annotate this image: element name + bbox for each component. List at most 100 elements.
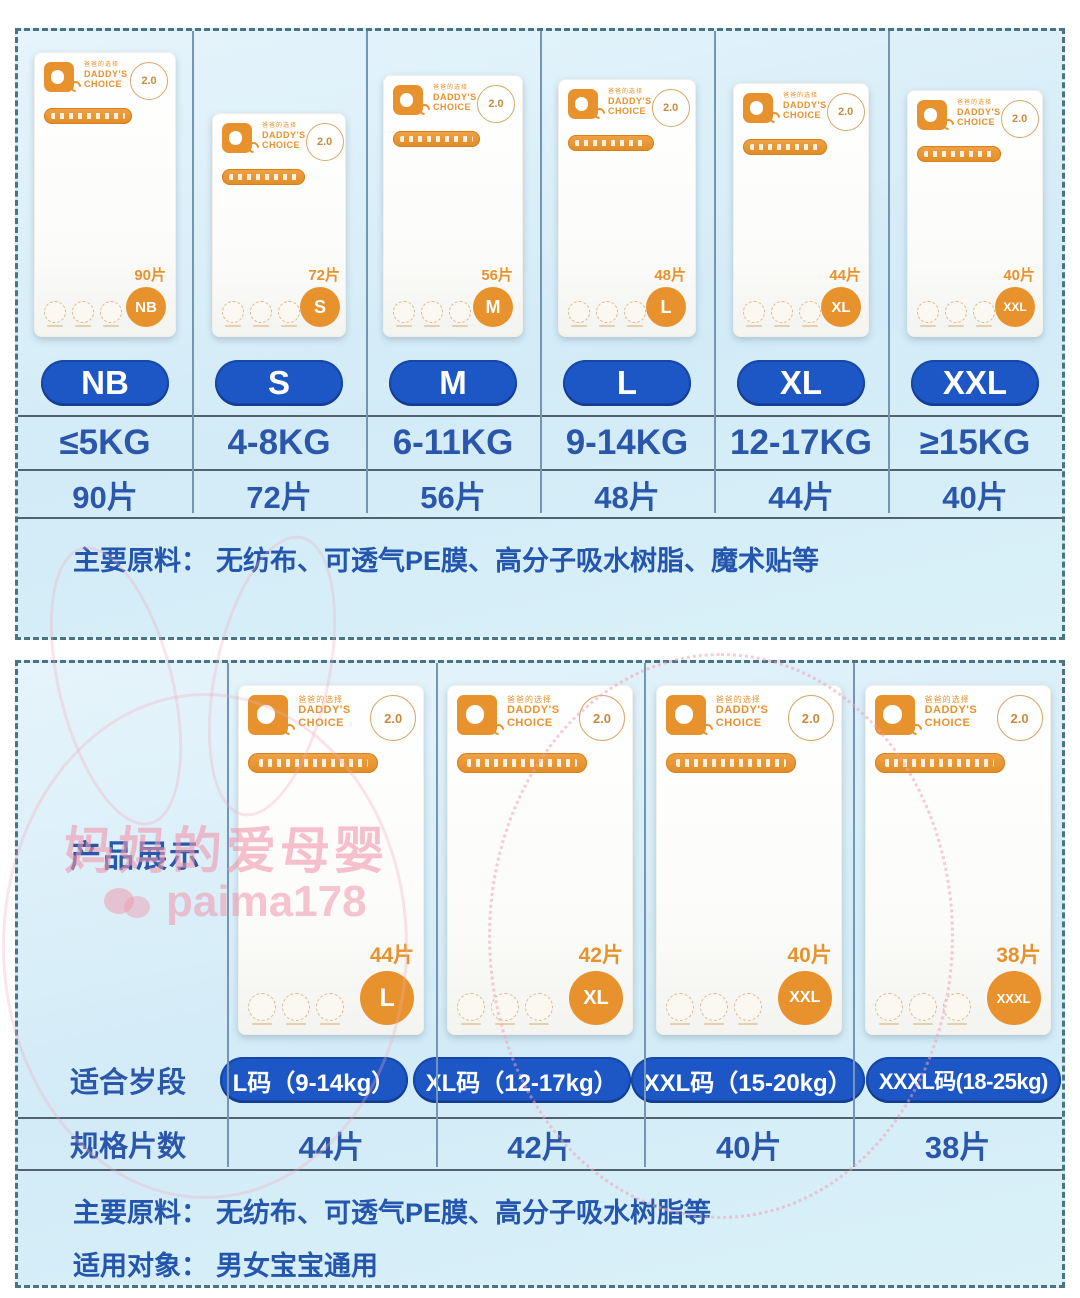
size-circle: XL: [568, 971, 623, 1025]
target-label: 适用对象：: [73, 1251, 208, 1281]
version-badge: 2.0: [787, 695, 834, 741]
daddys-choice-logo-icon: [44, 62, 74, 92]
diaper-packages-row: 爸爸的选择 DADDY'S CHOICE 2.0 90片 NB 爸爸的选择 DADDY…: [18, 31, 1062, 351]
daddys-choice-logo-icon: [917, 100, 947, 130]
brand-text: 爸爸的选择 DADDY'S CHOICE: [506, 695, 560, 729]
pullups-package-xxxl: 爸爸的选择 DADDY'S CHOICE 2.0 38片 XXXL: [864, 685, 1051, 1035]
age-range-label: 适合岁段: [70, 1067, 187, 1099]
target-row: 适用对象： 男女宝宝通用: [18, 1230, 1062, 1283]
size-pill-l-9-14kg: L码（9-14kg）: [219, 1057, 409, 1103]
count-cell: 44片: [298, 1129, 364, 1165]
size-pill-xl: XL: [737, 360, 865, 406]
size-pill-xxxl-18-25kg: XXXL码(18-25kg): [865, 1057, 1061, 1103]
diaper-package-nb: 爸爸的选择 DADDY'S CHOICE 2.0 90片 NB: [34, 52, 176, 337]
package-count: 40片: [1003, 267, 1035, 284]
age-range-row: 适合岁段 L码（9-14kg） XL码（12-17kg） XXL码（15-20k…: [18, 1043, 1062, 1117]
package-count: 72片: [308, 267, 340, 284]
package-count: 42片: [578, 944, 623, 967]
feature-icons: [743, 301, 821, 327]
pullups-package-l: 爸爸的选择 DADDY'S CHOICE 2.0 44片 L: [238, 685, 425, 1035]
size-pill-nb: NB: [41, 360, 169, 406]
feature-icons: [44, 301, 122, 327]
package-count: 48片: [654, 267, 686, 284]
daddys-choice-logo-icon: [665, 695, 706, 735]
product-name-pill: [456, 753, 588, 773]
count-cell: 90片: [72, 479, 138, 515]
size-pill-xxl-15-20kg: XXL码（15-20kg）: [630, 1057, 865, 1103]
version-badge: 2.0: [578, 695, 625, 741]
weight-cell: ≤5KG: [59, 423, 151, 462]
column-divider: [540, 31, 542, 513]
column-divider: [853, 663, 856, 1167]
feature-icons: [393, 301, 471, 327]
pullups-package-xxl: 爸爸的选择 DADDY'S CHOICE 2.0 40片 XXL: [655, 685, 842, 1035]
size-pill-m: M: [389, 360, 517, 406]
version-badge: 2.0: [1000, 100, 1039, 138]
count-cell: 56片: [420, 479, 486, 515]
weight-cell: ≥15KG: [919, 423, 1031, 462]
materials-label: 主要原料：: [73, 546, 208, 576]
column-divider: [365, 31, 368, 513]
pullups-spec-panel: 产品展示 爸爸的选择 DADDY'S CHOICE 2.0 44片 L 爸爸的选择 D…: [2, 524, 1065, 1288]
diaper-grid: 爸爸的选择 DADDY'S CHOICE 2.0 90片 NB 爸爸的选择 DADDY…: [18, 31, 1062, 519]
package-count: 44片: [829, 267, 861, 284]
version-badge: 2.0: [996, 695, 1043, 741]
count-cell: 72片: [246, 479, 312, 515]
materials-value: 无纺布、可透气PE膜、高分子吸水树脂等: [216, 1198, 712, 1228]
daddys-choice-logo-icon: [874, 695, 915, 735]
diaper-package-xxl: 爸爸的选择 DADDY'S CHOICE 2.0 40片 XXL: [907, 90, 1043, 337]
size-circle: XL: [821, 287, 861, 327]
materials-value: 无纺布、可透气PE膜、高分子吸水树脂、魔术贴等: [216, 546, 820, 576]
product-name-pill: [393, 131, 480, 147]
package-count: 56片: [481, 267, 513, 284]
piece-count-label: 规格片数: [70, 1131, 187, 1163]
size-circle: XXL: [777, 971, 832, 1025]
version-badge: 2.0: [130, 62, 168, 100]
brand-text: 爸爸的选择 DADDY'S CHOICE: [84, 62, 128, 90]
version-badge: 2.0: [305, 123, 344, 161]
feature-icons: [874, 993, 971, 1025]
size-pill-l: L: [563, 360, 691, 406]
size-pill-s: S: [215, 360, 343, 406]
size-circle: S: [300, 287, 340, 327]
diaper-package-l: 爸爸的选择 DADDY'S CHOICE 2.0 48片 L: [558, 79, 696, 337]
version-badge: 2.0: [826, 93, 865, 131]
weight-cell: 6-11KG: [392, 423, 514, 462]
diaper-spec-panel: 爸爸的选择 DADDY'S CHOICE 2.0 90片 NB 爸爸的选择 DADDY…: [15, 28, 1065, 640]
count-cell: 42片: [507, 1129, 573, 1165]
feature-icons: [665, 993, 762, 1025]
column-divider: [226, 663, 229, 1167]
product-name-pill: [665, 753, 796, 773]
diaper-package-m: 爸爸的选择 DADDY'S CHOICE 2.0 56片 M: [383, 75, 523, 337]
target-value: 男女宝宝通用: [216, 1251, 378, 1281]
daddys-choice-logo-icon: [393, 85, 423, 115]
version-badge: 2.0: [370, 695, 417, 741]
product-name-pill: [917, 146, 1002, 162]
materials-row: 主要原料： 无纺布、可透气PE膜、高分子吸水树脂、魔术贴等: [18, 519, 1062, 578]
weight-cell: 12-17KG: [729, 423, 873, 462]
piece-count-row: 90片 72片 56片 48片 44片 40片: [18, 471, 1062, 519]
brand-text: 爸爸的选择 DADDY'S CHOICE: [608, 89, 652, 117]
daddys-choice-logo-icon: [222, 123, 252, 153]
size-pills-row: NB S M L XL XXL: [18, 351, 1062, 415]
feature-icons: [456, 993, 553, 1025]
brand-text: 爸爸的选择 DADDY'S CHOICE: [433, 85, 477, 113]
product-name-pill: [222, 169, 306, 185]
materials-label: 主要原料：: [73, 1198, 208, 1228]
column-divider: [713, 31, 716, 513]
section-label-product-display: 产品展示: [70, 838, 202, 874]
package-count: 38片: [996, 944, 1041, 967]
daddys-choice-logo-icon: [456, 695, 497, 735]
pullups-packages-row: 产品展示 爸爸的选择 DADDY'S CHOICE 2.0 44片 L 爸爸的选择 D…: [18, 663, 1062, 1043]
count-cell: 40片: [942, 479, 1008, 515]
size-circle: L: [646, 287, 686, 327]
version-badge: 2.0: [651, 89, 690, 127]
count-cell: 48片: [594, 479, 660, 515]
feature-icons: [222, 301, 300, 327]
product-name-pill: [743, 139, 828, 155]
weight-cell: 9-14KG: [565, 423, 689, 462]
brand-text: 爸爸的选择 DADDY'S CHOICE: [924, 695, 978, 729]
piece-count-row: 规格片数 44片 42片 40片 38片: [18, 1117, 1062, 1171]
materials-row: 主要原料： 无纺布、可透气PE膜、高分子吸水树脂等: [18, 1171, 1062, 1230]
